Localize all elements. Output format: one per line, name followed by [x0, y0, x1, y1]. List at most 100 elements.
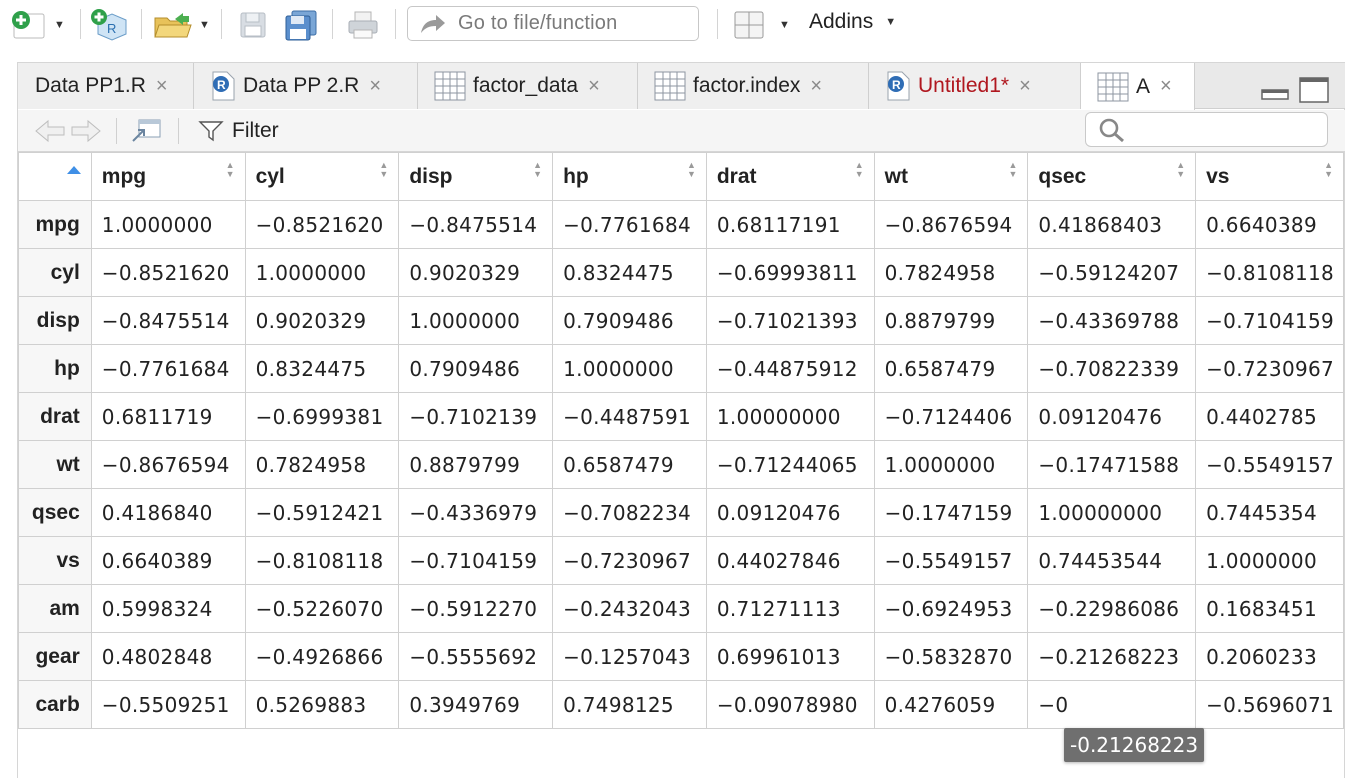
table-cell[interactable]: 0.7909486: [398, 344, 554, 393]
table-cell[interactable]: −0.5549157: [873, 536, 1029, 585]
table-cell[interactable]: −0.1257043: [552, 632, 707, 681]
table-cell[interactable]: 0.69961013: [705, 632, 875, 681]
close-icon[interactable]: ×: [1019, 74, 1031, 97]
table-cell[interactable]: 0.4402785: [1195, 392, 1344, 441]
table-cell[interactable]: −0.7761684: [552, 200, 707, 249]
sort-toggle-icon[interactable]: ▲ ▼: [379, 160, 389, 179]
forward-arrow-icon[interactable]: [68, 119, 102, 143]
table-cell[interactable]: −0.8108118: [244, 536, 400, 585]
table-cell[interactable]: −0.8475514: [398, 200, 554, 249]
tab-data-pp2[interactable]: R Data PP 2.R ×: [194, 63, 418, 109]
table-cell[interactable]: 0.6640389: [90, 536, 246, 585]
column-header-drat[interactable]: drat ▲ ▼: [705, 152, 875, 201]
sort-toggle-icon[interactable]: ▲ ▼: [1324, 160, 1333, 179]
table-cell[interactable]: 0.68117191: [705, 200, 875, 249]
close-icon[interactable]: ×: [588, 74, 600, 97]
tab-untitled1[interactable]: R Untitled1* ×: [869, 63, 1081, 109]
table-cell[interactable]: −0.5549157: [1195, 440, 1344, 489]
goto-file-function-input[interactable]: Go to file/function: [407, 6, 699, 41]
table-cell[interactable]: −0.43369788: [1027, 296, 1197, 345]
tab-factor-index[interactable]: factor.index ×: [638, 63, 869, 109]
table-cell[interactable]: 0.4186840: [90, 488, 246, 537]
save-button[interactable]: [238, 6, 268, 44]
table-cell[interactable]: −0.7124406: [873, 392, 1029, 441]
table-cell[interactable]: −0.22986086: [1027, 584, 1197, 633]
table-cell[interactable]: 0.8879799: [873, 296, 1029, 345]
table-cell[interactable]: −0.8676594: [90, 440, 246, 489]
table-cell[interactable]: −0.2432043: [552, 584, 707, 633]
table-cell[interactable]: 0.5998324: [90, 584, 246, 633]
table-cell[interactable]: 0.6811719: [90, 392, 246, 441]
table-cell[interactable]: 0.71271113: [705, 584, 875, 633]
table-cell[interactable]: 0.7824958: [244, 440, 400, 489]
table-cell[interactable]: 1.00000000: [1027, 488, 1197, 537]
print-button[interactable]: [346, 6, 380, 44]
table-cell[interactable]: −0.1747159: [873, 488, 1029, 537]
table-cell[interactable]: −0.8676594: [873, 200, 1029, 249]
table-cell[interactable]: −0.8521620: [90, 248, 246, 297]
table-cell[interactable]: 0.41868403: [1027, 200, 1197, 249]
table-cell[interactable]: 0.4276059: [873, 680, 1029, 729]
table-cell[interactable]: 0.9020329: [398, 248, 554, 297]
table-cell[interactable]: −0.5832870: [873, 632, 1029, 681]
table-cell[interactable]: −0.5555692: [398, 632, 554, 681]
table-cell[interactable]: 1.0000000: [552, 344, 707, 393]
column-header-qsec[interactable]: qsec ▲ ▼: [1027, 152, 1197, 201]
sort-toggle-icon[interactable]: ▲ ▼: [1176, 160, 1186, 179]
table-cell[interactable]: −0.5912270: [398, 584, 554, 633]
save-all-button[interactable]: [283, 6, 319, 44]
table-search-input[interactable]: [1085, 112, 1328, 147]
sort-toggle-icon[interactable]: ▲ ▼: [686, 160, 696, 179]
table-cell[interactable]: 1.0000000: [1195, 536, 1344, 585]
table-cell[interactable]: −0.5226070: [244, 584, 400, 633]
table-cell[interactable]: −0.71021393: [705, 296, 875, 345]
table-cell[interactable]: −0.17471588: [1027, 440, 1197, 489]
tab-factor-data[interactable]: factor_data ×: [418, 63, 638, 109]
table-cell[interactable]: 0.8324475: [552, 248, 707, 297]
addins-menu[interactable]: Addins ▼: [809, 10, 896, 34]
table-cell[interactable]: −0.7761684: [90, 344, 246, 393]
table-cell[interactable]: 0.8324475: [244, 344, 400, 393]
table-cell[interactable]: 1.00000000: [705, 392, 875, 441]
chevron-down-icon[interactable]: ▼: [54, 19, 65, 31]
table-cell[interactable]: −0: [1027, 680, 1197, 729]
column-header-hp[interactable]: hp ▲ ▼: [552, 152, 707, 201]
table-cell[interactable]: −0.6924953: [873, 584, 1029, 633]
table-cell[interactable]: −0.5912421: [244, 488, 400, 537]
table-cell[interactable]: 0.7824958: [873, 248, 1029, 297]
table-cell[interactable]: 1.0000000: [873, 440, 1029, 489]
workspace-panes-button[interactable]: ▼: [733, 6, 790, 44]
table-cell[interactable]: 0.09120476: [1027, 392, 1197, 441]
table-cell[interactable]: −0.6999381: [244, 392, 400, 441]
table-cell[interactable]: 0.6587479: [552, 440, 707, 489]
close-icon[interactable]: ×: [155, 74, 168, 97]
chevron-down-icon[interactable]: ▼: [779, 19, 790, 31]
table-cell[interactable]: 0.44027846: [705, 536, 875, 585]
close-icon[interactable]: ×: [1160, 75, 1172, 97]
back-arrow-icon[interactable]: [34, 119, 68, 143]
table-cell[interactable]: −0.8475514: [90, 296, 246, 345]
table-cell[interactable]: 0.3949769: [398, 680, 554, 729]
new-project-button[interactable]: R: [90, 6, 132, 44]
table-cell[interactable]: −0.5696071: [1195, 680, 1344, 729]
sort-toggle-icon[interactable]: ▲ ▼: [225, 160, 235, 179]
table-cell[interactable]: 0.7445354: [1195, 488, 1344, 537]
table-cell[interactable]: 1.0000000: [90, 200, 246, 249]
show-in-window-icon[interactable]: [130, 117, 162, 145]
table-cell[interactable]: −0.7104159: [1195, 296, 1344, 345]
table-cell[interactable]: −0.5509251: [90, 680, 246, 729]
tab-a[interactable]: A ×: [1081, 63, 1195, 110]
table-cell[interactable]: −0.69993811: [705, 248, 875, 297]
table-cell[interactable]: −0.8108118: [1195, 248, 1344, 297]
tab-data-pp1[interactable]: Data PP1.R ×: [18, 63, 194, 109]
table-cell[interactable]: 1.0000000: [398, 296, 554, 345]
row-names-header[interactable]: [18, 152, 92, 201]
table-cell[interactable]: 0.09120476: [705, 488, 875, 537]
column-header-wt[interactable]: wt ▲ ▼: [873, 152, 1029, 201]
table-cell[interactable]: −0.70822339: [1027, 344, 1197, 393]
column-header-cyl[interactable]: cyl ▲ ▼: [244, 152, 400, 201]
table-cell[interactable]: 0.8879799: [398, 440, 554, 489]
table-cell[interactable]: −0.8521620: [244, 200, 400, 249]
table-cell[interactable]: −0.7102139: [398, 392, 554, 441]
chevron-down-icon[interactable]: ▼: [199, 19, 210, 31]
